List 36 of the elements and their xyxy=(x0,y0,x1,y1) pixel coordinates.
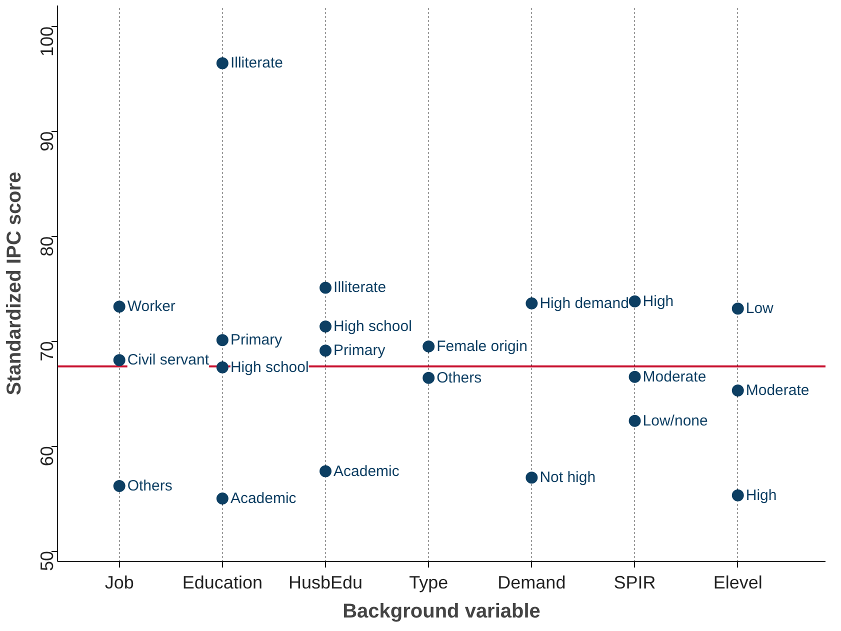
annotation: Academic xyxy=(334,462,400,480)
y-tick-label: 100 xyxy=(37,26,57,57)
y-tick-label: 70 xyxy=(37,341,57,362)
annotation: Female origin xyxy=(436,338,528,355)
annotation: Primary xyxy=(230,332,283,349)
annotation: Not high xyxy=(540,469,596,486)
x-axis-title: Background variable xyxy=(342,600,540,622)
annotation: Moderate xyxy=(746,382,810,400)
annotation: Civil servant xyxy=(127,352,210,369)
annotation: Low xyxy=(746,300,774,318)
x-tick-label: Type xyxy=(409,572,448,592)
x-tick-label: Demand xyxy=(498,572,566,592)
y-axis-title: Standardized IPC score xyxy=(4,172,26,396)
x-tick-label: Elevel xyxy=(713,572,762,592)
annotation: Primary xyxy=(334,342,386,360)
x-tick-label: SPIR xyxy=(614,572,656,592)
x-tick-label: HusbEdu xyxy=(288,572,363,592)
annotation: Others xyxy=(436,369,482,386)
annotation: Moderate xyxy=(642,368,706,386)
y-tick-label: 90 xyxy=(37,131,57,152)
x-tick-label: Education xyxy=(182,572,262,592)
y-tick-label: 50 xyxy=(37,551,57,572)
annotation: Academic xyxy=(230,490,297,508)
annotation: Illiterate xyxy=(230,54,283,72)
annotation: Worker xyxy=(127,298,176,316)
annotation: High xyxy=(746,486,777,504)
annotation: High school xyxy=(230,358,309,376)
annotation: High demand xyxy=(540,294,629,312)
annotation: High xyxy=(642,292,674,310)
annotation: High school xyxy=(334,318,412,336)
x-tick-label: Job xyxy=(104,572,134,592)
annotation: Others xyxy=(127,477,172,494)
annotation: Low/none xyxy=(642,412,708,430)
y-tick-label: 60 xyxy=(37,446,57,466)
y-tick-label: 80 xyxy=(37,236,57,256)
annotation: Illiterate xyxy=(334,279,386,296)
